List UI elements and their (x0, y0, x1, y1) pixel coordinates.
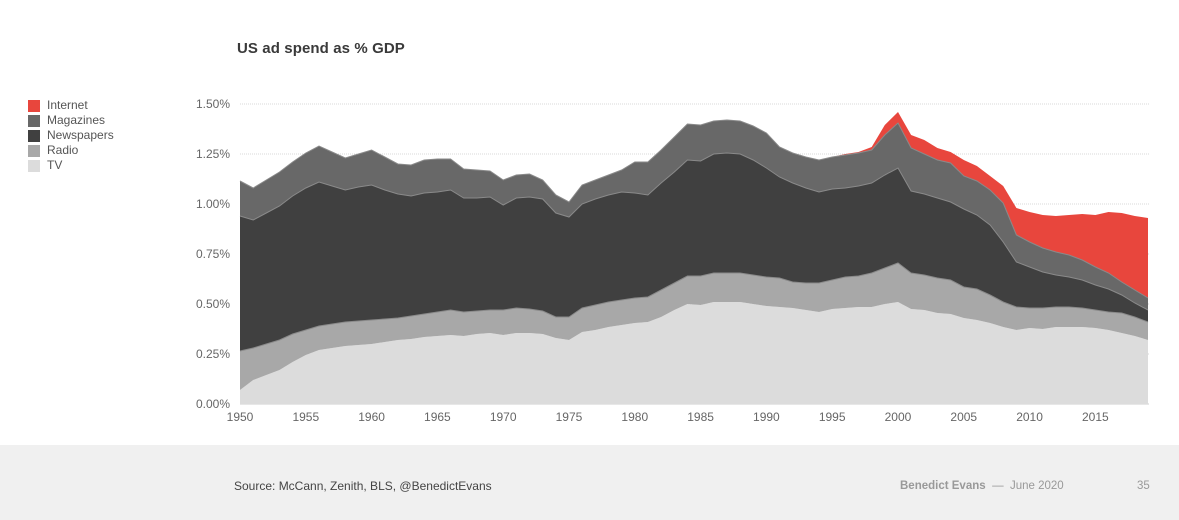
x-axis: 1950 1955 1960 1965 1970 1975 1980 1985 1990 1995… (227, 410, 1109, 424)
y-tick-label: 0.75% (196, 247, 230, 261)
y-tick-label: 1.00% (196, 197, 230, 211)
stacked-area-chart: 0.00% 0.25% 0.50% 0.75% 1.00% 1.25% 1.50% 1950… (196, 97, 1149, 424)
x-tick-label: 2005 (950, 410, 977, 424)
legend-label: Internet (47, 98, 88, 112)
source-citation: Source: McCann, Zenith, BLS, @BenedictEv… (234, 479, 492, 493)
y-tick-label: 0.50% (196, 297, 230, 311)
y-tick-label: 1.50% (196, 97, 230, 111)
legend-swatch (28, 114, 40, 127)
y-tick-label: 0.00% (196, 397, 230, 411)
legend-item-magazines: Magazines (28, 113, 114, 128)
author-credit: Benedict Evans — June 2020 (900, 480, 1064, 492)
legend-label: Radio (47, 143, 79, 157)
x-tick-label: 1990 (753, 410, 780, 424)
legend-item-tv: TV (28, 158, 114, 173)
x-tick-label: 2000 (885, 410, 912, 424)
author-separator: — (992, 480, 1004, 492)
legend-item-internet: Internet (28, 98, 114, 113)
slide-date: June 2020 (1009, 480, 1064, 492)
y-tick-label: 0.25% (196, 347, 230, 361)
x-tick-label: 1965 (424, 410, 451, 424)
area-edge-newspapers (239, 152, 1149, 311)
legend-swatch (28, 129, 40, 142)
area-newspapers (240, 153, 1148, 351)
legend-label: TV (47, 158, 63, 172)
slide-footer: Source: McCann, Zenith, BLS, @BenedictEv… (0, 445, 1179, 520)
x-tick-label: 1985 (687, 410, 714, 424)
page-number: 35 (1137, 480, 1150, 492)
area-edge-magazines (239, 119, 1149, 299)
legend-item-radio: Radio (28, 143, 114, 158)
y-tick-label: 1.25% (196, 147, 230, 161)
x-tick-label: 1955 (292, 410, 319, 424)
area-magazines (240, 120, 1148, 310)
x-tick-label: 1970 (490, 410, 517, 424)
x-tick-label: 1995 (819, 410, 846, 424)
legend-item-newspapers: Newspapers (28, 128, 114, 143)
x-tick-label: 1950 (227, 410, 254, 424)
chart-legend: Internet Magazines Newspapers Radio TV (28, 98, 114, 173)
y-axis: 0.00% 0.25% 0.50% 0.75% 1.00% 1.25% 1.50% (196, 97, 230, 411)
area-series (239, 112, 1149, 404)
area-edge-radio (239, 262, 1149, 352)
legend-swatch (28, 159, 40, 172)
legend-label: Newspapers (47, 128, 114, 142)
chart-title: US ad spend as % GDP (237, 40, 405, 57)
author-name: Benedict Evans (900, 480, 986, 492)
x-tick-label: 1960 (358, 410, 385, 424)
legend-swatch (28, 99, 40, 112)
area-radio (240, 263, 1148, 390)
x-tick-label: 1975 (556, 410, 583, 424)
legend-label: Magazines (47, 113, 106, 127)
x-tick-label: 2010 (1016, 410, 1043, 424)
legend-swatch (28, 144, 40, 157)
area-tv (240, 302, 1148, 404)
x-tick-label: 2015 (1082, 410, 1109, 424)
x-tick-label: 1980 (621, 410, 648, 424)
